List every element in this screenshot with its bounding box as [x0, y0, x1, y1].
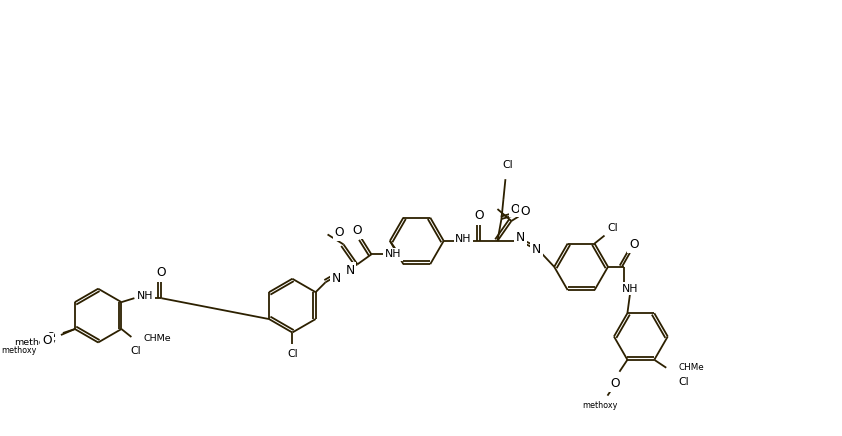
- Text: methoxy: methoxy: [582, 401, 617, 410]
- Text: CHMe: CHMe: [143, 334, 171, 344]
- Text: O: O: [353, 224, 362, 237]
- Text: NH: NH: [385, 249, 402, 259]
- Text: N: N: [516, 232, 525, 245]
- Text: N: N: [345, 264, 354, 277]
- Text: methoxy: methoxy: [14, 338, 56, 347]
- Text: Cl: Cl: [130, 346, 141, 356]
- Text: N: N: [531, 243, 541, 256]
- Text: O: O: [610, 377, 621, 390]
- Text: O: O: [520, 204, 530, 218]
- Text: O: O: [475, 208, 484, 221]
- Text: N: N: [332, 272, 341, 285]
- Text: O: O: [335, 226, 344, 239]
- Text: Cl: Cl: [679, 377, 690, 387]
- Text: methoxy: methoxy: [2, 347, 37, 355]
- Text: O: O: [46, 332, 56, 342]
- Text: Cl: Cl: [502, 160, 513, 170]
- Text: O: O: [629, 238, 639, 252]
- Text: Cl: Cl: [607, 222, 618, 232]
- Text: O: O: [42, 334, 52, 347]
- Text: NH: NH: [621, 284, 638, 294]
- Text: CHMe: CHMe: [678, 363, 704, 372]
- Text: Cl: Cl: [287, 349, 297, 359]
- Text: O: O: [510, 203, 520, 215]
- Text: O: O: [157, 266, 166, 279]
- Text: NH: NH: [137, 291, 153, 301]
- Text: NH: NH: [456, 234, 472, 244]
